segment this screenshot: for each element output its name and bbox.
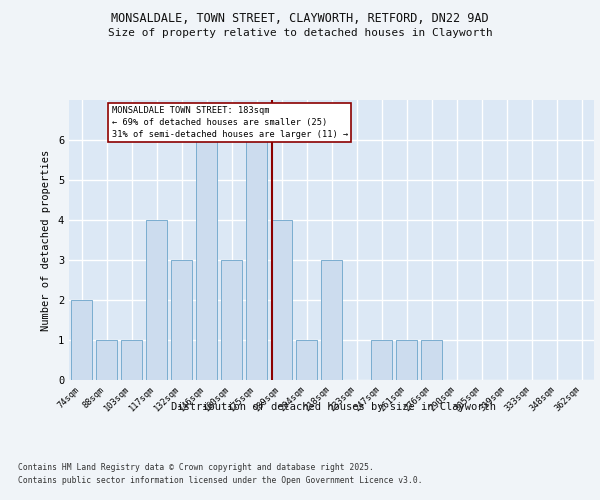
Bar bbox=[321, 260, 342, 380]
Y-axis label: Number of detached properties: Number of detached properties bbox=[41, 150, 51, 330]
Bar bbox=[171, 260, 192, 380]
Text: Size of property relative to detached houses in Clayworth: Size of property relative to detached ho… bbox=[107, 28, 493, 38]
Bar bbox=[71, 300, 92, 380]
Bar bbox=[296, 340, 317, 380]
Text: MONSALDALE, TOWN STREET, CLAYWORTH, RETFORD, DN22 9AD: MONSALDALE, TOWN STREET, CLAYWORTH, RETF… bbox=[111, 12, 489, 26]
Bar bbox=[396, 340, 417, 380]
Text: Contains HM Land Registry data © Crown copyright and database right 2025.: Contains HM Land Registry data © Crown c… bbox=[18, 462, 374, 471]
Bar bbox=[221, 260, 242, 380]
Bar bbox=[421, 340, 442, 380]
Bar bbox=[146, 220, 167, 380]
Bar bbox=[271, 220, 292, 380]
Bar bbox=[96, 340, 117, 380]
Bar bbox=[121, 340, 142, 380]
Text: Distribution of detached houses by size in Clayworth: Distribution of detached houses by size … bbox=[170, 402, 496, 412]
Bar bbox=[371, 340, 392, 380]
Bar bbox=[246, 140, 267, 380]
Text: MONSALDALE TOWN STREET: 183sqm
← 69% of detached houses are smaller (25)
31% of : MONSALDALE TOWN STREET: 183sqm ← 69% of … bbox=[112, 106, 348, 138]
Text: Contains public sector information licensed under the Open Government Licence v3: Contains public sector information licen… bbox=[18, 476, 422, 485]
Bar bbox=[196, 140, 217, 380]
